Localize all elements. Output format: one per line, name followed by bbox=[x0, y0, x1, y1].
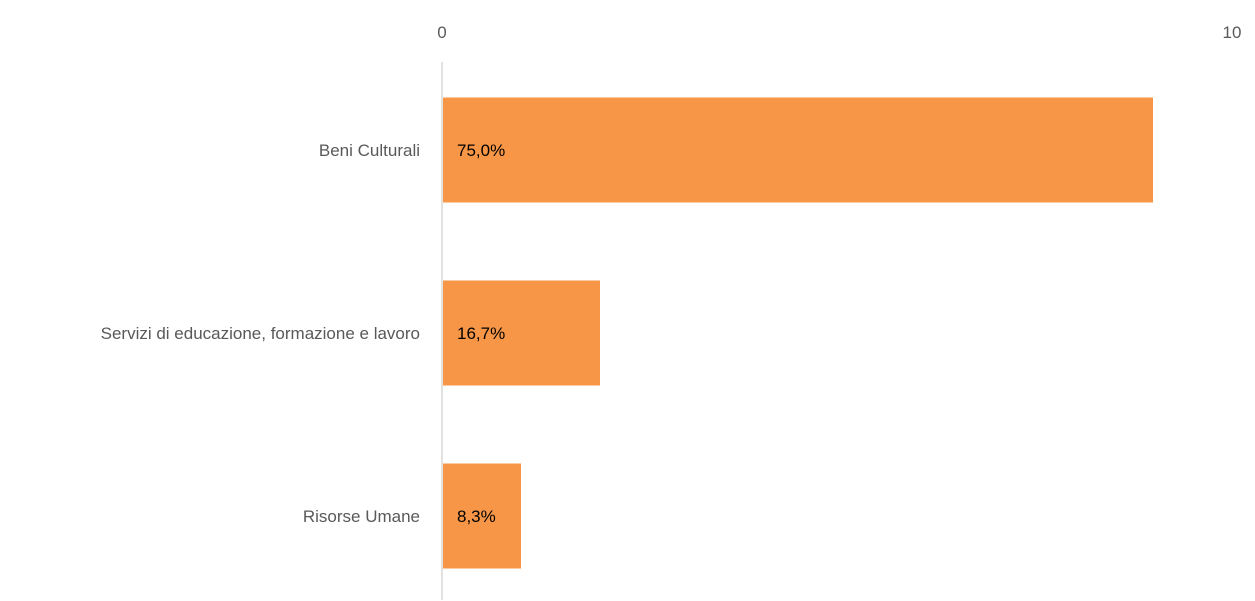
bars-group bbox=[443, 97, 1153, 569]
category-label: Servizi di educazione, formazione e lavo… bbox=[101, 324, 420, 343]
data-label: 75,0% bbox=[457, 141, 505, 160]
x-tick-label: 0 bbox=[437, 23, 446, 42]
data-label: 8,3% bbox=[457, 507, 496, 526]
bar bbox=[443, 280, 600, 386]
x-tick-label: 10 bbox=[1223, 23, 1242, 42]
category-label: Beni Culturali bbox=[319, 141, 420, 160]
data-labels: 75,0% 16,7% 8,3% bbox=[457, 141, 505, 526]
bar bbox=[443, 97, 1153, 203]
x-axis-ticks: 0 10 bbox=[437, 23, 1241, 42]
category-label: Risorse Umane bbox=[303, 507, 420, 526]
data-label: 16,7% bbox=[457, 324, 505, 343]
category-labels: Beni Culturali Servizi di educazione, for… bbox=[101, 141, 420, 526]
bar bbox=[443, 463, 521, 569]
